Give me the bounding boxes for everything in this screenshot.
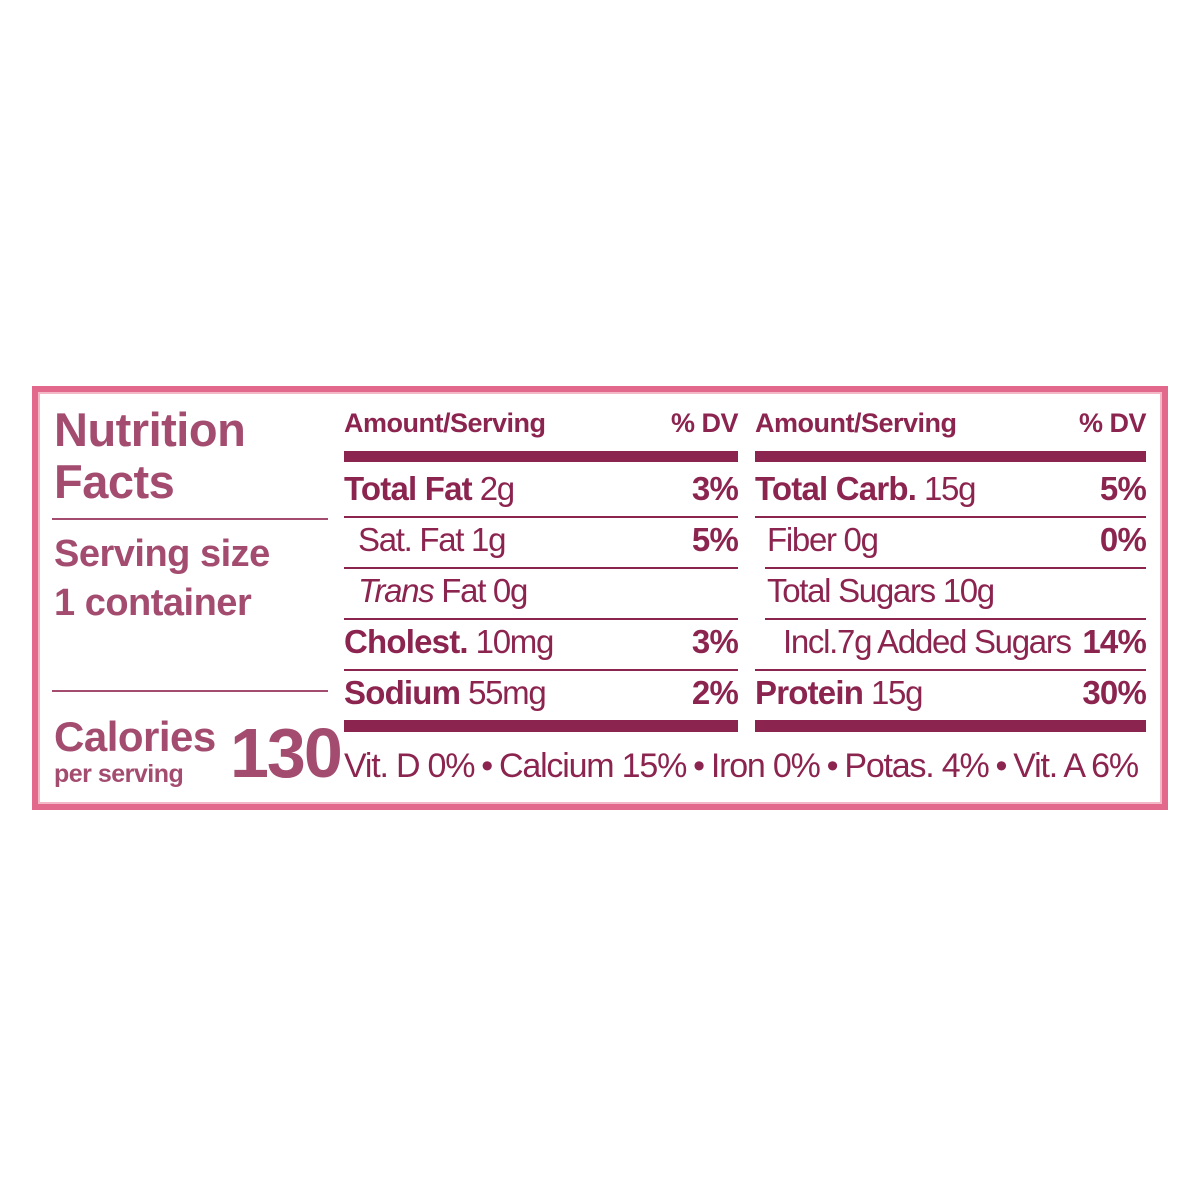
serving-size-label: Serving size (54, 533, 270, 575)
row-dv: 3% (691, 470, 739, 507)
title-line: Facts (54, 455, 175, 508)
calories-label: Calories (54, 713, 216, 760)
row-dv: 2% (691, 674, 739, 711)
vitamins: Vit. D 0% • Calcium 15% • Iron 0% • Potas. 4% •… (344, 744, 1139, 788)
row-name: Total Sugars 10g (767, 572, 995, 609)
row-dv: 30% (1082, 674, 1146, 711)
row-dv: 14% (1082, 623, 1146, 660)
row-line (755, 516, 1146, 518)
row-amount: 2g (479, 470, 515, 507)
row-line (755, 669, 1146, 671)
header-dv: % DV (1078, 408, 1147, 438)
calories-sub: per serving (54, 760, 184, 788)
header-dv: % DV (670, 408, 739, 438)
row: Total Carb. 15g (755, 467, 976, 511)
vitamin: Vit. D 0% (344, 747, 475, 785)
title: Nutrition Facts (54, 403, 246, 508)
row-line (765, 618, 1146, 620)
row: Fiber 0g (767, 518, 879, 562)
row-name: Fat 0g (441, 572, 528, 609)
thick-bar (344, 720, 738, 732)
row: Total Sugars 10g (767, 569, 995, 613)
row-dv: 5% (691, 521, 739, 558)
separator: • (826, 747, 839, 785)
thick-bar (755, 451, 1146, 462)
row: Incl.7g Added Sugars (783, 620, 1072, 664)
row: Sat. Fat 1g (358, 518, 506, 562)
row: Protein 15g (755, 671, 923, 715)
row: Trans Fat 0g (358, 569, 528, 613)
serving: Serving size 1 container (54, 530, 270, 628)
row: Total Fat 2g (344, 467, 515, 511)
separator: • (481, 747, 493, 785)
row-name: Total Fat (344, 470, 473, 507)
calories-value: 130 (230, 714, 343, 792)
row-amount: 55mg (468, 674, 547, 711)
row-name: Total Carb. (755, 470, 917, 507)
label-border (32, 386, 1168, 810)
row-line (344, 567, 738, 569)
row-amount: 15g (923, 470, 976, 507)
row-name: Protein (755, 674, 864, 711)
row-line (344, 669, 738, 671)
row-name: Incl.7g Added Sugars (783, 623, 1072, 660)
thick-bar (755, 720, 1146, 732)
vitamin: Potas. 4% (844, 747, 989, 785)
divider (52, 690, 328, 692)
vitamin: Calcium 15% (499, 747, 687, 785)
row-line (344, 618, 738, 620)
vitamin: Vit. A 6% (1013, 747, 1139, 785)
row-dv: 5% (1099, 470, 1147, 507)
divider (52, 518, 328, 520)
row-name: Cholest. (344, 623, 469, 660)
header-amount: Amount/Serving (344, 408, 546, 438)
row-name: Fiber 0g (767, 521, 879, 558)
separator: • (693, 747, 705, 785)
row-line (344, 516, 738, 518)
title-line: Nutrition (54, 403, 246, 456)
thick-bar (344, 451, 738, 462)
row: Cholest. 10mg (344, 620, 555, 664)
row: Sodium 55mg (344, 671, 547, 715)
row-dv: 3% (691, 623, 739, 660)
vitamin: Iron 0% (710, 747, 821, 785)
row-line (765, 567, 1146, 569)
separator: • (995, 747, 1008, 785)
row-name-italic: Trans (358, 572, 435, 609)
row-name: Sodium (344, 674, 461, 711)
row-dv: 0% (1099, 521, 1147, 558)
row-amount: 10mg (475, 623, 555, 660)
serving-size-value: 1 container (54, 582, 252, 624)
header-amount: Amount/Serving (755, 408, 957, 438)
row-name: Sat. Fat 1g (358, 521, 506, 558)
row-amount: 15g (870, 674, 923, 711)
